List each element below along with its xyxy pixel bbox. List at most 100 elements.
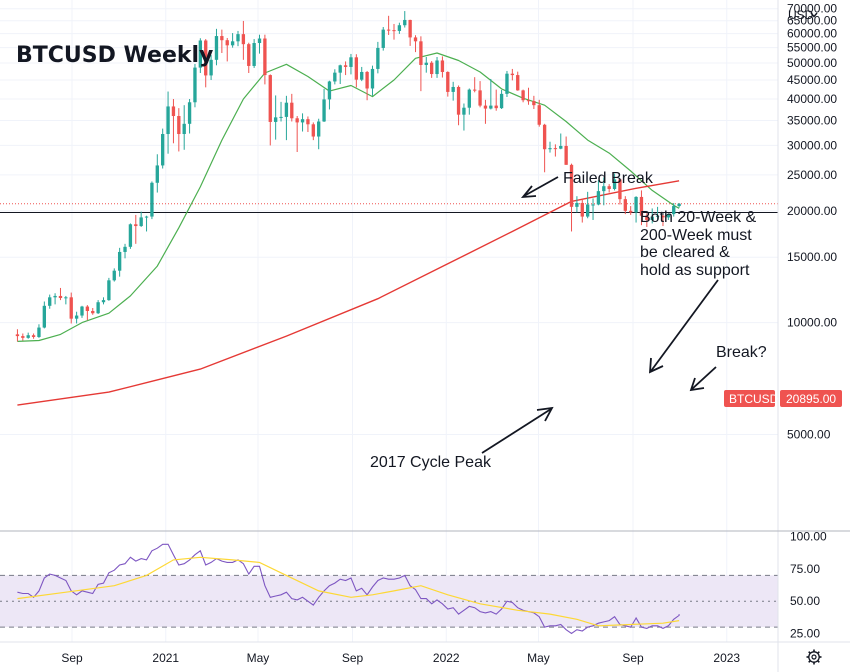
candle[interactable] [629,206,633,215]
candle[interactable] [284,95,289,141]
candle[interactable] [413,35,418,53]
candle[interactable] [499,89,504,109]
candle[interactable] [166,91,170,154]
candle[interactable] [37,324,41,338]
candle[interactable] [591,198,595,220]
candle[interactable] [128,223,133,249]
candle[interactable] [585,191,590,219]
candle[interactable] [612,173,617,191]
candle[interactable] [101,297,106,305]
candle[interactable] [650,208,654,224]
candle[interactable] [311,122,315,141]
candle[interactable] [473,77,477,93]
candle[interactable] [354,54,359,88]
candle[interactable] [483,99,488,124]
time-axis[interactable]: Sep 2021 May Sep 2022 May Sep 2023 [61,651,740,665]
candle[interactable] [247,42,251,74]
candle[interactable] [639,190,644,226]
candle[interactable] [155,154,159,193]
candle[interactable] [672,202,676,217]
candle[interactable] [236,30,240,47]
candle[interactable] [74,311,79,324]
candle[interactable] [376,41,380,74]
candle[interactable] [64,295,68,305]
candle[interactable] [177,108,181,152]
candle[interactable] [559,133,563,150]
candle[interactable] [381,27,385,51]
candle[interactable] [85,305,90,321]
candle[interactable] [569,163,574,232]
candle[interactable] [548,141,552,153]
candle[interactable] [634,196,638,223]
candle[interactable] [80,305,84,318]
candle[interactable] [451,81,455,101]
candle[interactable] [209,54,213,81]
candle[interactable] [15,329,20,342]
candle[interactable] [537,99,541,127]
candle[interactable] [408,19,412,46]
candle[interactable] [220,29,224,54]
candle[interactable] [596,180,601,206]
candle[interactable] [230,33,235,48]
gear-icon[interactable] [806,649,822,665]
currency-label[interactable]: USD [788,8,814,22]
candle[interactable] [553,144,558,157]
candles[interactable] [15,11,681,342]
candle[interactable] [602,177,606,206]
candle[interactable] [580,199,584,223]
chevron-down-icon[interactable] [810,12,818,18]
candle[interactable] [48,294,52,309]
candle[interactable] [440,56,445,78]
candle[interactable] [338,64,342,85]
candle[interactable] [273,95,278,140]
candle[interactable] [386,15,391,35]
candle[interactable] [494,89,498,111]
candle[interactable] [317,118,321,150]
candle[interactable] [462,103,466,131]
price-axis[interactable]: 70000.0065000.0060000.0055000.0050000.00… [787,2,837,442]
candle[interactable] [42,301,47,329]
candle[interactable] [107,277,111,301]
candle[interactable] [645,213,649,227]
candle[interactable] [117,247,122,277]
candle[interactable] [419,36,423,92]
candle[interactable] [26,332,30,339]
candle[interactable] [564,136,568,165]
candle[interactable] [607,184,611,193]
candle[interactable] [349,53,353,75]
candle[interactable] [360,66,364,82]
candle[interactable] [198,38,203,74]
candle[interactable] [91,308,95,315]
candle[interactable] [161,128,165,169]
candle[interactable] [456,85,461,126]
candle[interactable] [677,202,681,208]
candle[interactable] [53,293,57,305]
candle[interactable] [489,78,493,110]
candle[interactable] [435,57,439,78]
candle[interactable] [403,11,407,28]
candle[interactable] [661,214,665,227]
candle[interactable] [370,65,375,96]
candle[interactable] [327,80,332,110]
candle[interactable] [279,101,283,122]
candle[interactable] [225,37,229,62]
candle[interactable] [521,89,525,103]
candle[interactable] [171,99,176,144]
candle[interactable] [144,215,149,232]
candle[interactable] [69,292,73,324]
candle[interactable] [333,69,337,85]
candle[interactable] [446,71,450,97]
candle[interactable] [214,28,219,66]
candle[interactable] [58,287,63,301]
candle[interactable] [31,333,36,339]
candle[interactable] [182,105,186,150]
candle[interactable] [21,333,25,341]
candle[interactable] [268,74,272,146]
candle[interactable] [666,213,671,220]
candle[interactable] [424,57,428,73]
candle[interactable] [112,268,116,282]
candle[interactable] [193,63,197,108]
candle[interactable] [532,95,536,109]
candle[interactable] [575,196,579,213]
candle[interactable] [322,88,326,122]
